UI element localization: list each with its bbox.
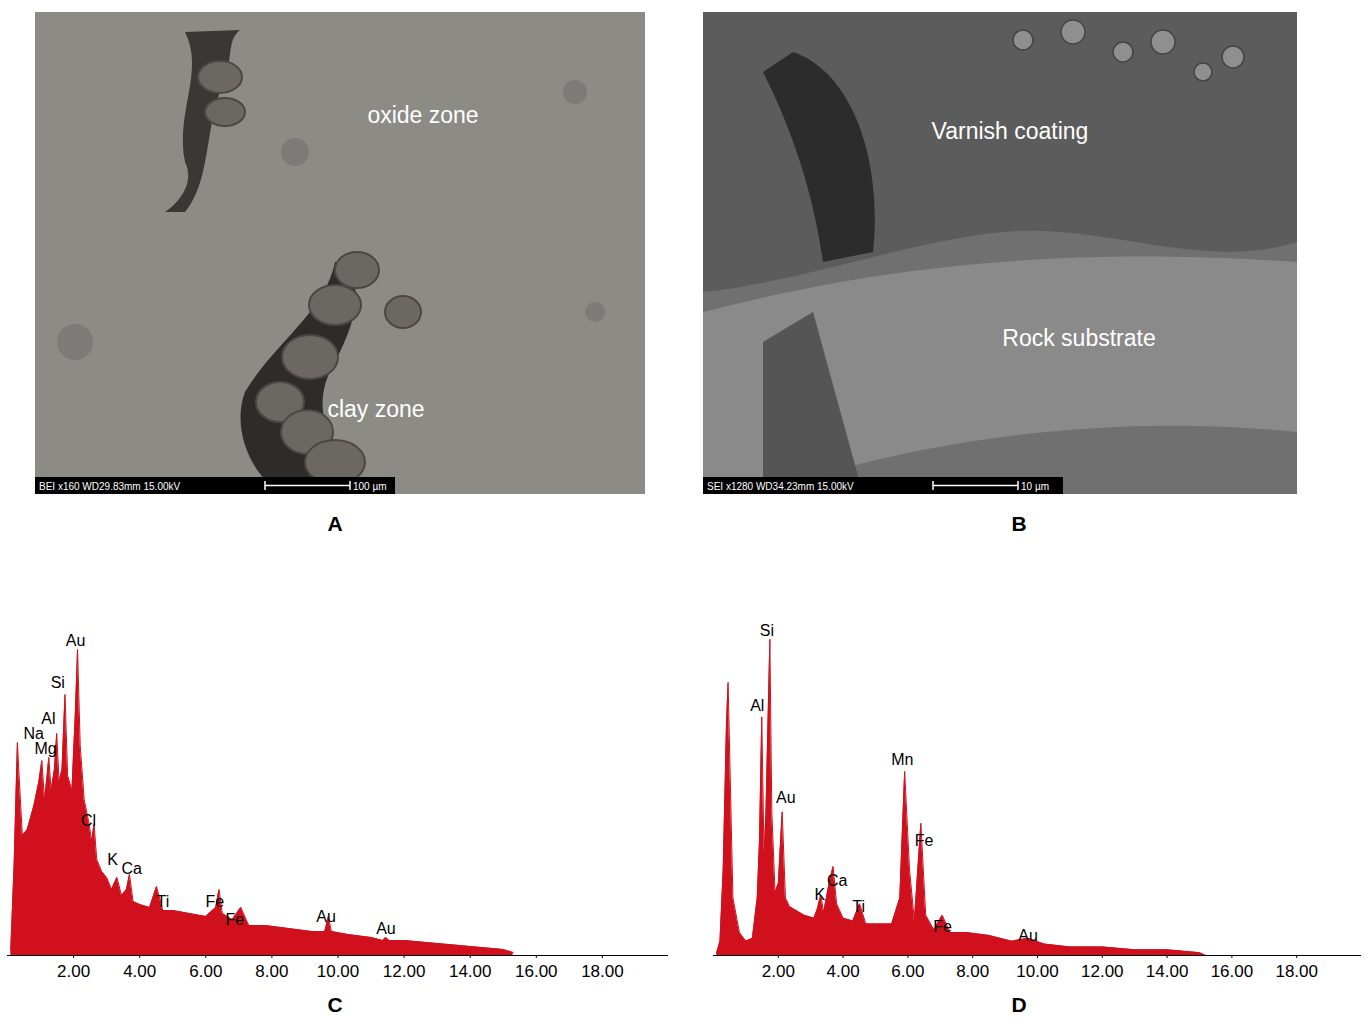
svg-text:8.00: 8.00 (956, 962, 989, 981)
svg-text:6.00: 6.00 (189, 962, 222, 981)
svg-text:10.00: 10.00 (317, 962, 360, 981)
svg-text:Au: Au (376, 920, 396, 937)
svg-text:18.00: 18.00 (1275, 962, 1318, 981)
svg-text:K: K (814, 886, 825, 903)
svg-text:Fe: Fe (933, 918, 952, 935)
svg-text:Cl: Cl (81, 812, 96, 829)
html-text:B: B (1011, 512, 1027, 535)
svg-text:Ti: Ti (156, 893, 169, 910)
svg-text:Fe: Fe (226, 911, 245, 928)
svg-text:6.00: 6.00 (891, 962, 924, 981)
svg-text:Au: Au (66, 632, 86, 649)
svg-text:Na: Na (23, 724, 44, 742)
svg-text:Mn: Mn (891, 751, 913, 768)
svg-text:Mg: Mg (34, 740, 56, 757)
svg-text:Ca: Ca (122, 860, 143, 877)
svg-text:2.00: 2.00 (762, 962, 795, 981)
svg-text:Au: Au (1018, 926, 1038, 943)
svg-text:Au: Au (776, 788, 796, 805)
html-text:C: C (327, 993, 343, 1016)
svg-text:4.00: 4.00 (123, 962, 156, 981)
svg-text:Varnish coating: Varnish coating (932, 118, 1089, 144)
svg-text:12.00: 12.00 (1081, 962, 1124, 981)
svg-text:16.00: 16.00 (515, 962, 558, 981)
svg-text:10.00: 10.00 (1016, 962, 1059, 981)
svg-text:SEI x1280 WD34.23mm 15.00kV: SEI x1280 WD34.23mm 15.00kV (707, 481, 854, 492)
svg-text:oxide zone: oxide zone (367, 102, 478, 128)
svg-text:Si: Si (760, 622, 774, 639)
svg-text:8.00: 8.00 (255, 962, 288, 981)
svg-text:Al: Al (750, 696, 764, 713)
svg-text:10 µm: 10 µm (1021, 481, 1049, 492)
svg-text:Fe: Fe (915, 832, 934, 849)
svg-text:100 µm: 100 µm (353, 481, 387, 492)
svg-text:18.00: 18.00 (581, 962, 624, 981)
svg-text:Si: Si (51, 674, 65, 691)
svg-text:Rock substrate: Rock substrate (1002, 325, 1155, 351)
svg-text:16.00: 16.00 (1211, 962, 1254, 981)
svg-text:BEI x160 WD29.83mm 15.00kV: BEI x160 WD29.83mm 15.00kV (39, 481, 181, 492)
svg-text:14.00: 14.00 (1146, 962, 1189, 981)
svg-text:Au: Au (316, 908, 336, 925)
svg-text:14.00: 14.00 (449, 962, 492, 981)
html-text:D: D (1011, 993, 1027, 1016)
svg-text:Fe: Fe (205, 893, 224, 910)
svg-text:4.00: 4.00 (827, 962, 860, 981)
svg-text:2.00: 2.00 (57, 962, 90, 981)
svg-text:Ca: Ca (827, 872, 848, 889)
svg-text:12.00: 12.00 (383, 962, 426, 981)
html-text:A: A (327, 512, 343, 535)
svg-text:Ti: Ti (852, 898, 865, 915)
svg-text:clay zone: clay zone (327, 396, 424, 422)
svg-text:K: K (107, 851, 118, 868)
svg-text:Al: Al (41, 709, 56, 727)
